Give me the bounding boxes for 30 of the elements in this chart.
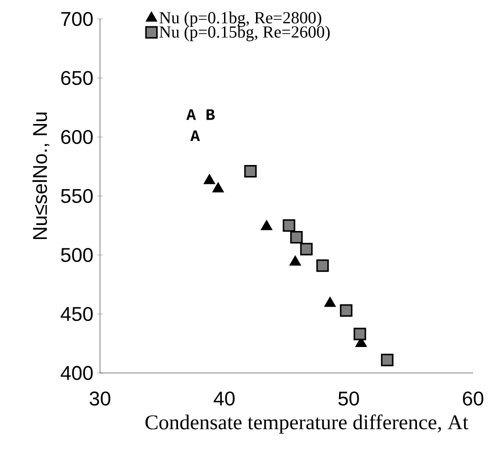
point: [380, 354, 394, 366]
annotation: A: [190, 130, 200, 142]
point: [212, 182, 224, 192]
y-tick-label: 700: [61, 12, 93, 26]
y-tick-label: 400: [60, 366, 93, 380]
x-tick-label: 50: [338, 392, 359, 406]
y-tick-label: 500: [61, 248, 93, 262]
x-tick-label: 40: [214, 392, 235, 406]
y-tick-label: 450: [60, 306, 93, 322]
point: [300, 242, 313, 256]
x-axis-title: Condensate temperature difference, At: [145, 414, 468, 434]
point: [354, 328, 366, 340]
y-axis-title: Nu≤selNo., Nu: [32, 112, 50, 240]
annotation: A B: [186, 109, 215, 120]
point: [316, 259, 329, 272]
y-tick-label: 600: [61, 130, 93, 144]
point: [261, 220, 272, 230]
point: [244, 164, 257, 178]
point: [204, 174, 215, 184]
x-tick-label: 30: [90, 392, 110, 406]
y-tick-label: 550: [61, 188, 93, 204]
point: [340, 304, 352, 317]
point: [282, 219, 296, 232]
x-tick-label: 60: [462, 392, 484, 406]
point: [290, 231, 303, 244]
point: [324, 297, 336, 307]
legend-label: Nu (p=0.1bg, Re=2800): [159, 12, 322, 27]
legend-label: Nu (p=0.15bg, Re=2600): [159, 26, 330, 42]
y-tick-label: 650: [61, 70, 93, 86]
point: [290, 256, 301, 266]
